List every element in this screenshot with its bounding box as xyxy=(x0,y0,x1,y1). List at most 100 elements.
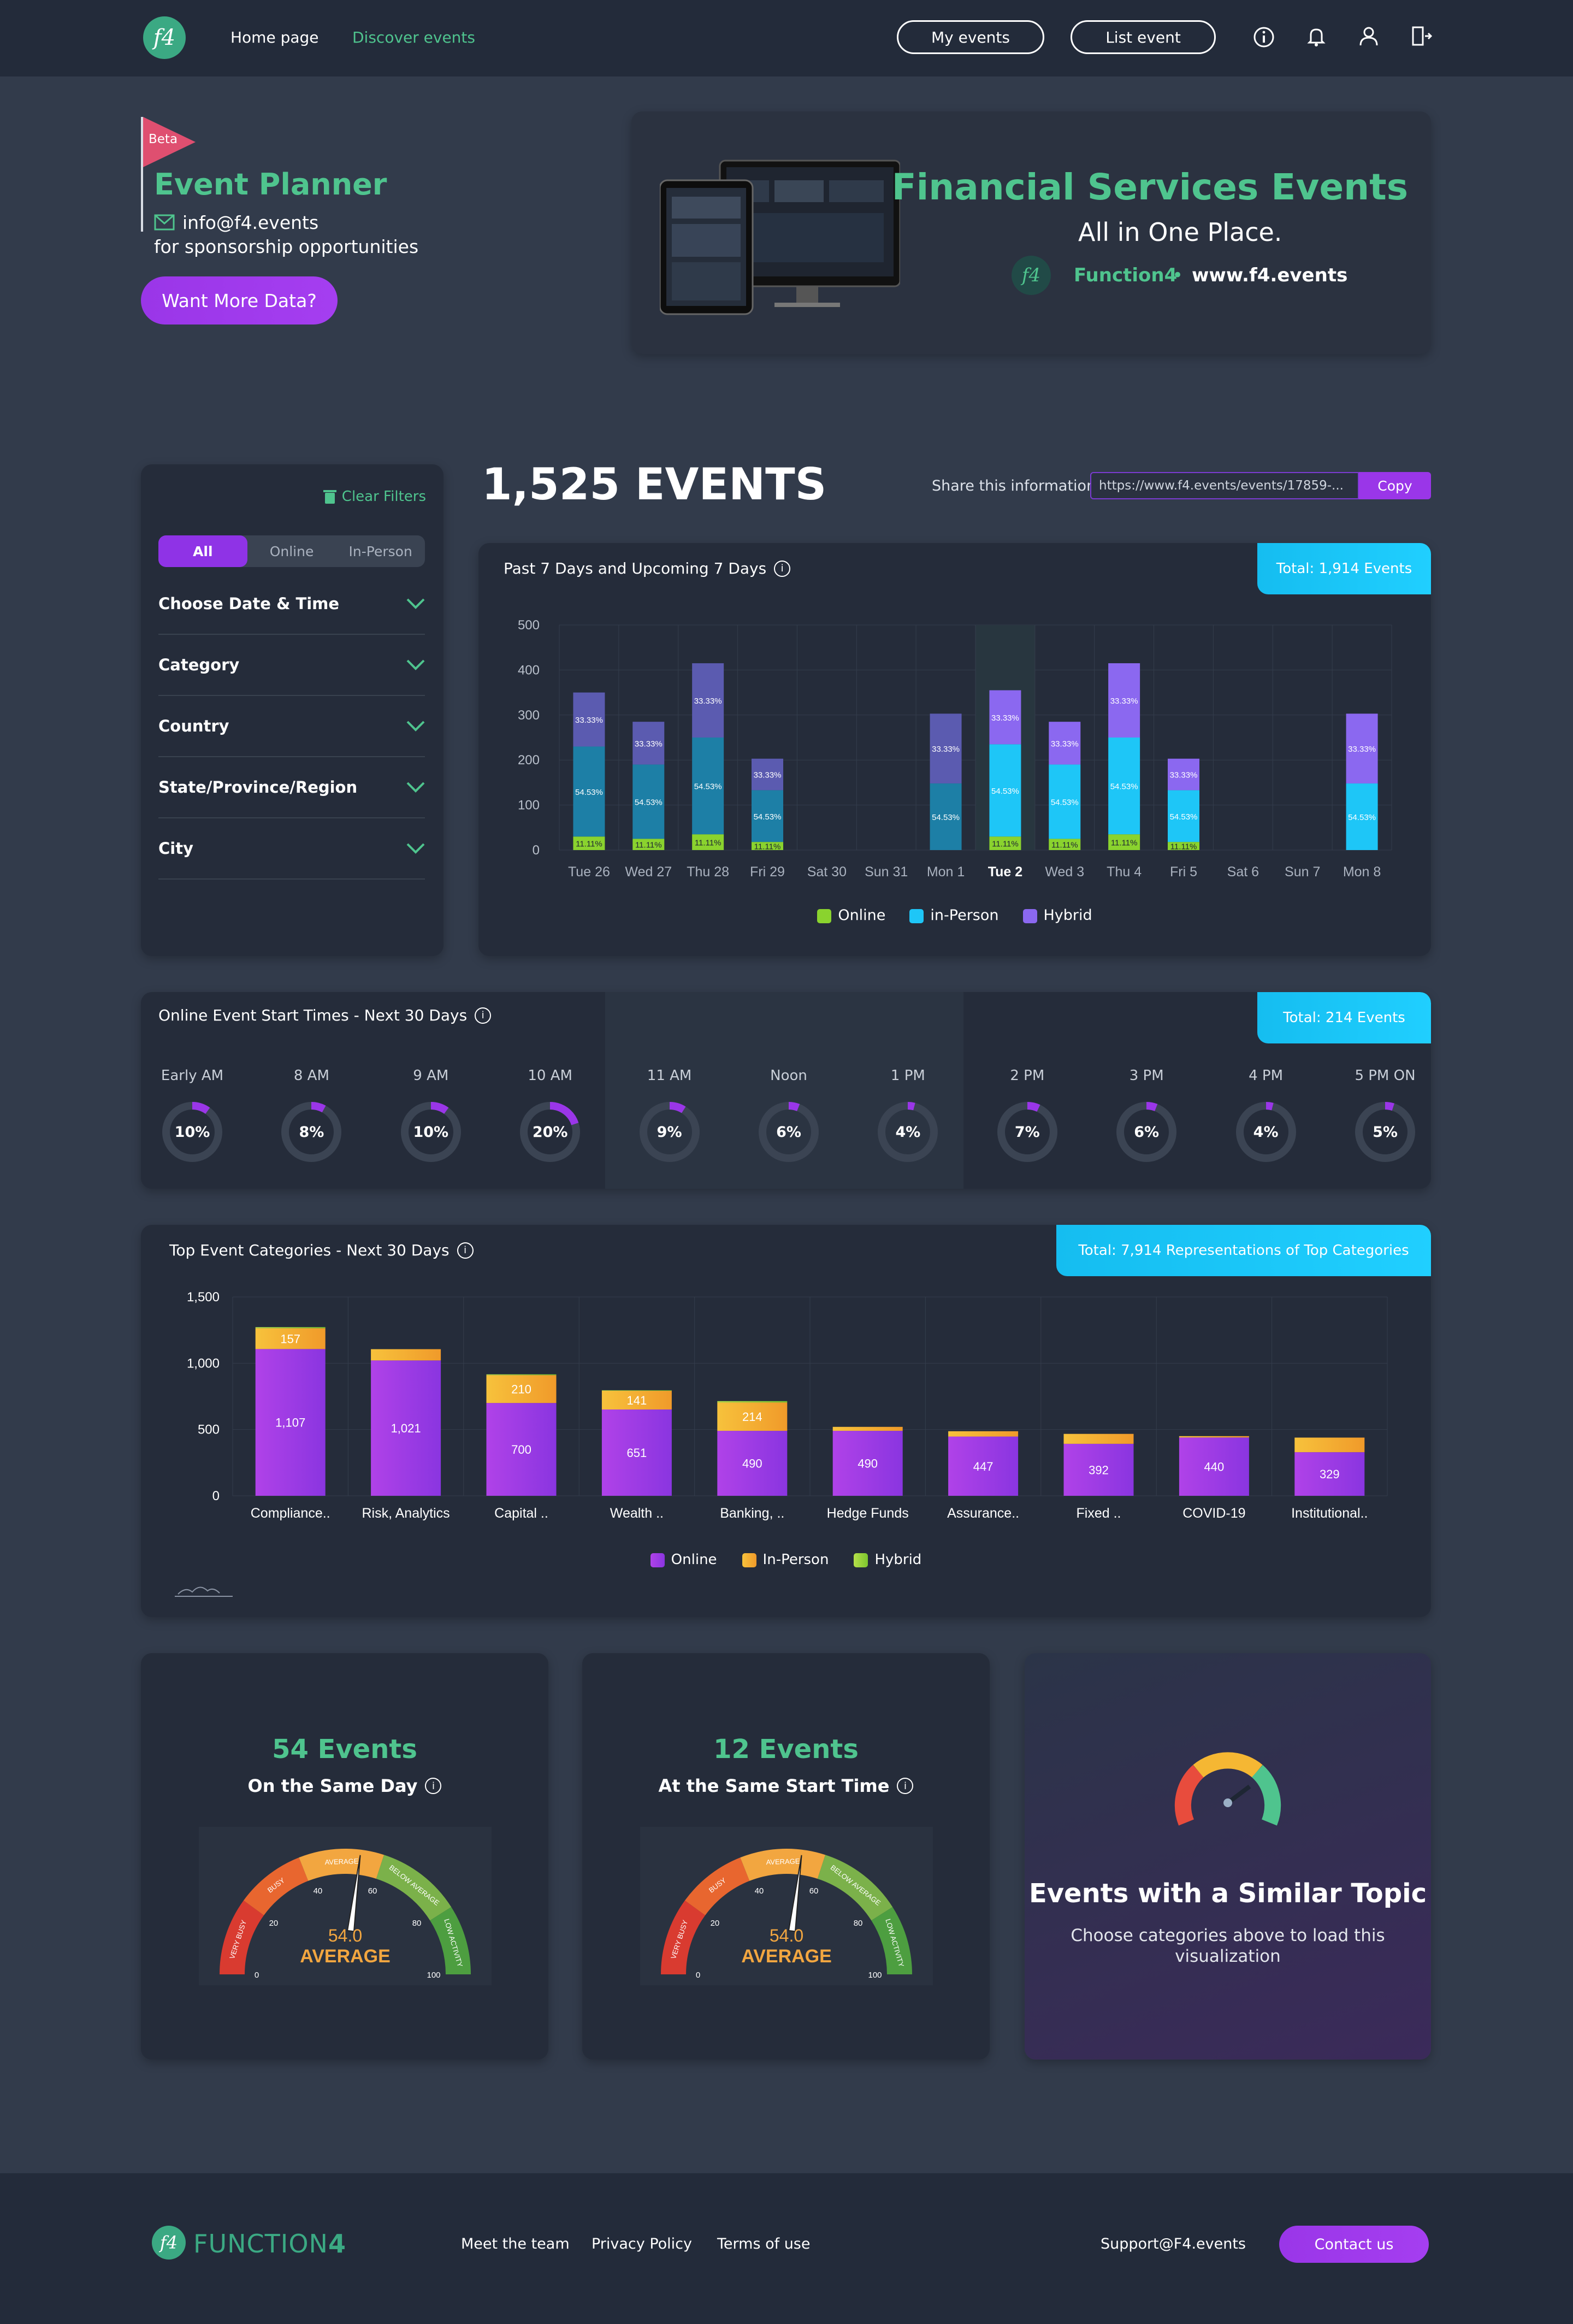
y-tick-label: 1,000 xyxy=(187,1356,220,1371)
gauge-value: 54.0 xyxy=(328,1926,362,1945)
bar-segment-hybrid xyxy=(989,690,1021,745)
x-tick-label: Institutional.. xyxy=(1291,1506,1368,1521)
filter-choose-date-time[interactable]: Choose Date & Time xyxy=(158,574,425,635)
gauge-tick: 0 xyxy=(255,1971,259,1980)
toggle-in-person[interactable]: In-Person xyxy=(348,543,412,559)
time-slot-donut: 6% xyxy=(1114,1099,1179,1165)
gauge-tick: 60 xyxy=(368,1886,377,1896)
donut-fill xyxy=(1355,1102,1415,1162)
bar-segment-in-person xyxy=(832,1426,903,1431)
donut-fill xyxy=(997,1102,1057,1162)
y-tick-label: 100 xyxy=(518,798,540,813)
time-slot-donut: 6% xyxy=(756,1099,821,1165)
contact-us-button[interactable]: Contact us xyxy=(1279,2226,1429,2263)
toggle-all[interactable]: All xyxy=(158,535,247,567)
legend-hybrid-label: Hybrid xyxy=(874,1552,922,1568)
time-slot-donut: 4% xyxy=(875,1099,941,1165)
bar-segment-online xyxy=(486,1403,557,1496)
banner-url[interactable]: www.f4.events xyxy=(1192,264,1348,286)
mail-icon xyxy=(154,214,175,231)
filter-city[interactable]: City xyxy=(158,818,425,880)
logout-icon[interactable] xyxy=(1410,25,1432,47)
banner-brand: Function4 xyxy=(1074,264,1178,286)
filter-state-province-region[interactable]: State/Province/Region xyxy=(158,757,425,818)
y-tick-label: 400 xyxy=(518,663,540,677)
copy-button[interactable]: Copy xyxy=(1359,472,1431,499)
donut-fill xyxy=(639,1102,700,1162)
filter-country[interactable]: Country xyxy=(158,696,425,757)
toggle-online[interactable]: Online xyxy=(269,543,314,559)
events-count: 1,525 EVENTS xyxy=(482,459,827,510)
time-slot-label: Early AM xyxy=(161,1067,224,1084)
info-icon[interactable]: i xyxy=(897,1778,914,1794)
time-slot-label: 4 PM xyxy=(1249,1067,1284,1084)
legend-swatch-hybrid xyxy=(854,1553,868,1567)
trash-icon xyxy=(323,490,336,504)
beta-flag: Beta xyxy=(141,117,201,234)
time-slot-percent: 20% xyxy=(532,1123,568,1141)
bar-segment-in-person xyxy=(989,744,1021,837)
same-time-label-text: At the Same Start Time xyxy=(658,1776,890,1796)
filter-category[interactable]: Category xyxy=(158,635,425,696)
footer-link-terms[interactable]: Terms of use xyxy=(717,2235,811,2252)
footer-link-privacy[interactable]: Privacy Policy xyxy=(592,2235,693,2252)
bar-data-label: 210 xyxy=(511,1383,531,1396)
donut-ring xyxy=(400,1102,461,1162)
footer-link-team[interactable]: Meet the team xyxy=(461,2235,570,2252)
time-slot-donut: 10% xyxy=(159,1099,225,1165)
want-more-data-button[interactable]: Want More Data? xyxy=(141,276,338,325)
bar-segment-in-person xyxy=(573,746,605,837)
bar-data-label: 54.53% xyxy=(1051,798,1079,807)
gauge-zone xyxy=(430,1907,471,1974)
donut-ring xyxy=(1116,1102,1177,1162)
bar-data-label: 54.53% xyxy=(1170,812,1198,822)
info-icon[interactable]: i xyxy=(774,560,791,577)
contact-email[interactable]: info@f4.events xyxy=(182,212,319,233)
gauge-tick: 80 xyxy=(412,1919,422,1928)
bar-data-label: 33.33% xyxy=(754,771,782,780)
x-tick-label: Sun 7 xyxy=(1285,864,1320,880)
bar-data-label: 33.33% xyxy=(1348,745,1376,754)
banner-title: Financial Services Events xyxy=(891,166,1408,208)
user-icon[interactable] xyxy=(1358,25,1380,47)
categories-title-text: Top Event Categories - Next 30 Days xyxy=(169,1241,450,1259)
gauge-zone xyxy=(243,1857,309,1915)
x-tick-label: Fri 29 xyxy=(750,864,785,880)
clear-filters-button[interactable]: Clear Filters xyxy=(323,488,426,505)
footer-logo[interactable]: f4 xyxy=(152,2226,186,2260)
chevron-down-icon xyxy=(406,843,425,854)
list-event-button[interactable]: List event xyxy=(1071,20,1216,54)
bar-segment-hybrid xyxy=(1108,663,1140,738)
legend-swatch-in-person xyxy=(909,909,924,923)
bar-segment-online xyxy=(717,1431,788,1496)
gauge-zone-label: AVERAGE xyxy=(324,1857,359,1866)
weekly-chart-title: Past 7 Days and Upcoming 7 Days i xyxy=(504,559,791,577)
bar-data-label: 33.33% xyxy=(991,713,1019,723)
info-icon[interactable] xyxy=(1253,26,1275,48)
info-icon[interactable]: i xyxy=(457,1242,474,1259)
my-events-button[interactable]: My events xyxy=(897,20,1044,54)
info-icon[interactable]: i xyxy=(425,1778,442,1794)
time-slot-donut: 5% xyxy=(1352,1099,1418,1165)
nav-discover-link[interactable]: Discover events xyxy=(352,28,475,46)
bell-icon[interactable] xyxy=(1305,25,1327,47)
banner-logo: f4 xyxy=(1012,256,1051,295)
time-slot-percent: 9% xyxy=(657,1123,682,1141)
bar-segment-online xyxy=(1294,1452,1365,1496)
share-url-input[interactable]: https://www.f4.events/events/17859-... xyxy=(1090,472,1359,499)
info-icon[interactable]: i xyxy=(475,1007,492,1024)
time-slot-donut: 10% xyxy=(398,1099,464,1165)
donut-ring xyxy=(1355,1102,1415,1162)
chevron-down-icon xyxy=(406,659,425,670)
gauge-tick: 100 xyxy=(868,1971,882,1980)
speedometer-icon xyxy=(1174,1752,1281,1826)
bar-data-label: 157 xyxy=(280,1332,300,1346)
gauge-zone xyxy=(817,1855,893,1921)
y-tick-label: 300 xyxy=(518,708,540,723)
bar-data-label: 11.11% xyxy=(1170,842,1197,852)
logo[interactable]: f4 xyxy=(143,16,186,59)
support-email[interactable]: Support@F4.events xyxy=(1101,2235,1246,2252)
nav-home-link[interactable]: Home page xyxy=(230,28,319,46)
gauge-tick: 100 xyxy=(427,1971,440,1980)
bar-segment-hybrid xyxy=(1049,722,1081,765)
